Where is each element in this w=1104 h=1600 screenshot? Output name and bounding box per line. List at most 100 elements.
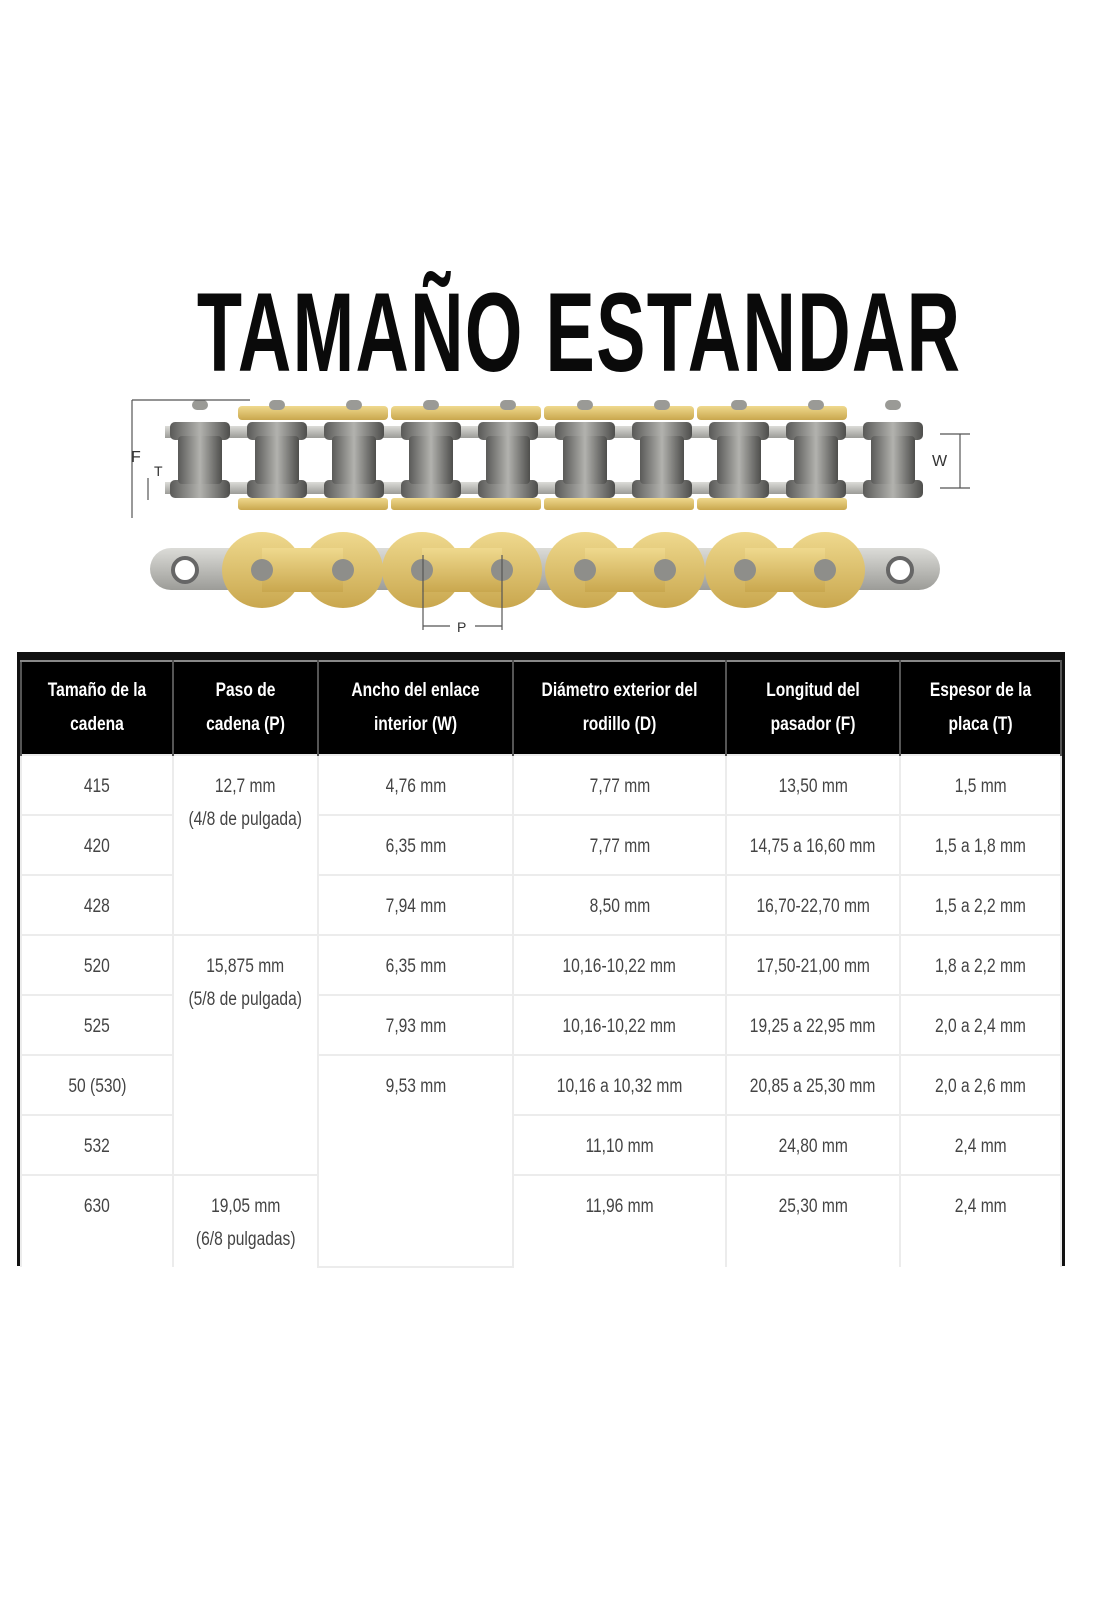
roller-flange	[247, 422, 307, 440]
table-cell: 630	[20, 1174, 174, 1267]
column-header: Tamaño de la cadena	[20, 660, 174, 755]
table-cell: 2,0 a 2,6 mm	[899, 1054, 1062, 1116]
plate-hole	[171, 556, 199, 584]
outer-plate	[585, 548, 665, 592]
pin	[332, 559, 354, 581]
outer-plate	[697, 406, 847, 420]
cell-value: 7,94 mm	[385, 896, 446, 917]
roller-flange	[709, 422, 769, 440]
roller-flange	[324, 422, 384, 440]
column-header-label: Paso de cadena (P)	[206, 680, 285, 735]
column-header: Diámetro exterior del rodillo (D)	[512, 660, 727, 755]
roller-flange	[478, 480, 538, 498]
cell-value: 20,85 a 25,30 mm	[750, 1076, 876, 1097]
table-cell: 19,05 mm (6/8 pulgadas)	[172, 1174, 319, 1267]
cell-value: 9,53 mm	[385, 1076, 446, 1097]
pin	[734, 559, 756, 581]
cell-value: 520	[83, 956, 110, 977]
chain-diagram: F T W P	[131, 399, 970, 635]
outer-plate	[238, 498, 388, 510]
cell-value: 525	[83, 1016, 110, 1037]
roller-flange	[632, 422, 692, 440]
cell-value: 12,7 mm (4/8 de pulgada)	[188, 776, 303, 830]
plate-hole	[886, 556, 914, 584]
pin-head	[808, 400, 824, 410]
table-row: 420 6,35 mm 7,77 mm 14,75 a 16,60 mm 1,5 a 1…	[20, 814, 1062, 876]
roller-flange	[786, 422, 846, 440]
roller-flange	[786, 480, 846, 498]
cell-value: 10,16 a 10,32 mm	[556, 1076, 683, 1097]
roller-flange	[324, 480, 384, 498]
pin	[814, 559, 836, 581]
roller-flange	[863, 422, 923, 440]
cell-value: 1,5 mm	[954, 776, 1007, 797]
cell-value: 4,76 mm	[385, 776, 446, 797]
roller	[409, 436, 453, 484]
table-cell: 7,94 mm	[317, 874, 514, 936]
pin	[411, 559, 433, 581]
cell-value: 420	[83, 836, 110, 857]
table-cell: 2,4 mm	[899, 1114, 1062, 1176]
pin-head	[423, 400, 439, 410]
table-cell: 532	[20, 1114, 174, 1176]
table-row: 532 11,10 mm 24,80 mm 2,4 mm	[20, 1114, 1062, 1176]
cell-value: 10,16-10,22 mm	[562, 956, 677, 977]
cell-value: 17,50-21,00 mm	[756, 956, 870, 977]
cell-value: 2,0 a 2,6 mm	[935, 1076, 1026, 1097]
cell-value: 415	[83, 776, 110, 797]
pin-head	[885, 400, 901, 410]
table-cell: 520	[20, 934, 174, 996]
dimension-lines	[131, 399, 970, 630]
cell-value: 14,75 a 16,60 mm	[750, 836, 876, 857]
outer-plate	[238, 406, 388, 420]
table-cell: 17,50-21,00 mm	[725, 934, 901, 996]
cell-value: 6,35 mm	[385, 956, 446, 977]
cell-value: 13,50 mm	[778, 776, 848, 797]
cell-value: 2,0 a 2,4 mm	[935, 1016, 1026, 1037]
roller	[563, 436, 607, 484]
table-row: 525 7,93 mm 10,16-10,22 mm 19,25 a 22,95 mm…	[20, 994, 1062, 1056]
table-cell: 6,35 mm	[317, 814, 514, 876]
table-row: 520 15,875 mm (5/8 de pulgada) 6,35 mm 10,1…	[20, 934, 1062, 1176]
table-cell: 6,35 mm	[317, 934, 514, 996]
dimension-label-p: P	[457, 619, 466, 635]
table-cell: 7,77 mm	[512, 754, 727, 816]
cell-value: 532	[83, 1136, 110, 1157]
dimension-label-w: W	[932, 453, 948, 470]
roller	[640, 436, 684, 484]
table-row: 50 (530) 9,53 mm 10,16 a 10,32 mm 20,85 a 2…	[20, 1054, 1062, 1268]
cell-value: 7,93 mm	[385, 1016, 446, 1037]
page-title: TAMAÑO ESTANDAR	[196, 270, 962, 395]
outer-plate	[544, 406, 694, 420]
table-cell: 1,5 mm	[899, 754, 1062, 816]
table-cell: 2,0 a 2,4 mm	[899, 994, 1062, 1056]
table-cell: 11,10 mm	[512, 1114, 727, 1176]
roller-flange	[709, 480, 769, 498]
cell-value: 2,4 mm	[954, 1196, 1007, 1217]
table-cell: 415	[20, 754, 174, 816]
dimension-label-t: T	[154, 463, 163, 479]
chain-side-view	[165, 400, 923, 510]
table-cell: 19,25 a 22,95 mm	[725, 994, 901, 1056]
pin-head	[192, 400, 208, 410]
table-cell: 1,5 a 1,8 mm	[899, 814, 1062, 876]
pin	[251, 559, 273, 581]
chain-size-table: Tamaño de la cadena Paso de cadena (P) Anc…	[17, 652, 1065, 1268]
table-cell: 1,5 a 2,2 mm	[899, 874, 1062, 936]
column-header-label: Espesor de la placa (T)	[929, 680, 1032, 735]
cell-value: 11,96 mm	[585, 1196, 654, 1217]
table-cell: 16,70-22,70 mm	[725, 874, 901, 936]
cell-value: 10,16-10,22 mm	[562, 1016, 677, 1037]
roller-flange	[863, 480, 923, 498]
table-cell: 1,8 a 2,2 mm	[899, 934, 1062, 996]
roller	[486, 436, 530, 484]
roller-flange	[401, 422, 461, 440]
table-cell: 7,77 mm	[512, 814, 727, 876]
roller	[255, 436, 299, 484]
table-cell: 12,7 mm (4/8 de pulgada)	[172, 754, 319, 936]
pin-head	[269, 400, 285, 410]
roller	[178, 436, 222, 484]
roller-flange	[170, 480, 230, 498]
pin	[574, 559, 596, 581]
table-cell: 428	[20, 874, 174, 936]
